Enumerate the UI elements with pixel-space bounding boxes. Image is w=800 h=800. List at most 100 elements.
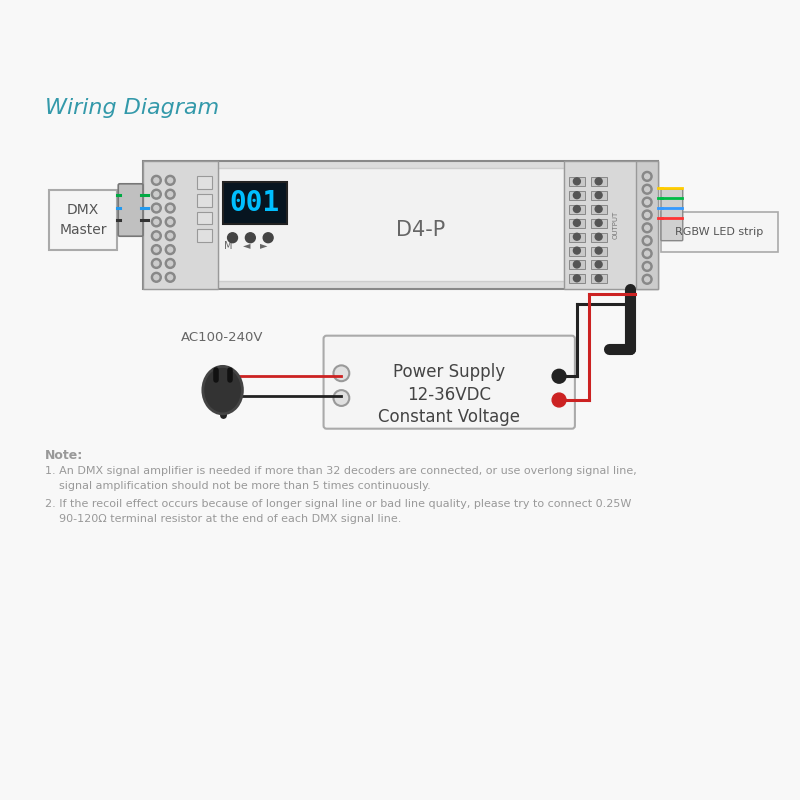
Circle shape bbox=[151, 230, 162, 241]
Ellipse shape bbox=[203, 366, 242, 414]
Circle shape bbox=[154, 275, 159, 280]
FancyBboxPatch shape bbox=[590, 246, 606, 255]
Circle shape bbox=[574, 275, 580, 282]
FancyBboxPatch shape bbox=[198, 211, 212, 224]
Circle shape bbox=[166, 258, 175, 268]
Circle shape bbox=[574, 247, 580, 254]
FancyBboxPatch shape bbox=[569, 205, 585, 214]
Circle shape bbox=[595, 178, 602, 185]
FancyBboxPatch shape bbox=[222, 182, 287, 224]
Circle shape bbox=[595, 247, 602, 254]
Circle shape bbox=[263, 233, 273, 242]
Circle shape bbox=[168, 206, 173, 210]
Circle shape bbox=[642, 171, 652, 182]
FancyBboxPatch shape bbox=[590, 205, 606, 214]
Circle shape bbox=[574, 219, 580, 226]
FancyBboxPatch shape bbox=[590, 219, 606, 228]
FancyBboxPatch shape bbox=[323, 336, 575, 429]
FancyBboxPatch shape bbox=[198, 230, 212, 242]
FancyBboxPatch shape bbox=[569, 178, 585, 186]
Circle shape bbox=[595, 234, 602, 240]
Circle shape bbox=[642, 262, 652, 271]
Circle shape bbox=[151, 258, 162, 268]
Circle shape bbox=[166, 217, 175, 227]
Circle shape bbox=[151, 175, 162, 186]
FancyBboxPatch shape bbox=[564, 161, 658, 289]
Circle shape bbox=[154, 219, 159, 224]
Text: OUTPUT: OUTPUT bbox=[613, 210, 618, 239]
Circle shape bbox=[574, 206, 580, 213]
Circle shape bbox=[645, 226, 650, 230]
Circle shape bbox=[151, 203, 162, 213]
Circle shape bbox=[574, 261, 580, 268]
FancyBboxPatch shape bbox=[569, 219, 585, 228]
Circle shape bbox=[154, 261, 159, 266]
FancyBboxPatch shape bbox=[198, 194, 212, 206]
Circle shape bbox=[595, 206, 602, 213]
Circle shape bbox=[595, 219, 602, 226]
Circle shape bbox=[645, 186, 650, 192]
Text: D4-P: D4-P bbox=[396, 220, 445, 240]
Circle shape bbox=[168, 234, 173, 238]
Circle shape bbox=[154, 178, 159, 183]
Circle shape bbox=[645, 238, 650, 243]
FancyBboxPatch shape bbox=[569, 191, 585, 200]
Circle shape bbox=[645, 200, 650, 205]
Text: Constant Voltage: Constant Voltage bbox=[378, 408, 520, 426]
Circle shape bbox=[246, 233, 255, 242]
FancyBboxPatch shape bbox=[198, 176, 212, 189]
FancyBboxPatch shape bbox=[143, 161, 658, 289]
Circle shape bbox=[574, 178, 580, 185]
Circle shape bbox=[645, 174, 650, 179]
Circle shape bbox=[552, 393, 566, 407]
Text: AC100-240V: AC100-240V bbox=[182, 330, 264, 344]
FancyBboxPatch shape bbox=[569, 261, 585, 270]
Text: 001: 001 bbox=[230, 189, 280, 217]
Circle shape bbox=[154, 247, 159, 252]
Text: 1. An DMX signal amplifier is needed if more than 32 decoders are connected, or : 1. An DMX signal amplifier is needed if … bbox=[45, 466, 636, 476]
Text: signal amplification should not be more than 5 times continuously.: signal amplification should not be more … bbox=[45, 481, 430, 491]
FancyBboxPatch shape bbox=[569, 274, 585, 283]
Text: 90-120Ω terminal resistor at the end of each DMX signal line.: 90-120Ω terminal resistor at the end of … bbox=[45, 514, 401, 524]
FancyBboxPatch shape bbox=[661, 212, 778, 251]
Circle shape bbox=[645, 277, 650, 282]
Circle shape bbox=[595, 261, 602, 268]
Circle shape bbox=[166, 203, 175, 213]
Circle shape bbox=[151, 217, 162, 227]
FancyBboxPatch shape bbox=[590, 261, 606, 270]
Circle shape bbox=[154, 234, 159, 238]
FancyBboxPatch shape bbox=[590, 233, 606, 242]
FancyBboxPatch shape bbox=[661, 190, 682, 241]
Circle shape bbox=[645, 251, 650, 256]
Circle shape bbox=[227, 233, 238, 242]
Circle shape bbox=[168, 275, 173, 280]
Circle shape bbox=[642, 236, 652, 246]
Text: 2. If the recoil effect occurs because of longer signal line or bad line quality: 2. If the recoil effect occurs because o… bbox=[45, 499, 631, 509]
Circle shape bbox=[166, 230, 175, 241]
Circle shape bbox=[151, 190, 162, 199]
Circle shape bbox=[166, 245, 175, 254]
FancyBboxPatch shape bbox=[218, 169, 564, 282]
Circle shape bbox=[574, 192, 580, 198]
Circle shape bbox=[552, 370, 566, 383]
FancyBboxPatch shape bbox=[590, 274, 606, 283]
Text: 12-36VDC: 12-36VDC bbox=[407, 386, 491, 404]
FancyBboxPatch shape bbox=[50, 190, 117, 250]
Text: ◄: ◄ bbox=[242, 241, 250, 250]
Circle shape bbox=[154, 206, 159, 210]
Circle shape bbox=[574, 234, 580, 240]
FancyBboxPatch shape bbox=[590, 191, 606, 200]
Circle shape bbox=[168, 219, 173, 224]
Circle shape bbox=[334, 390, 350, 406]
FancyBboxPatch shape bbox=[590, 178, 606, 186]
Circle shape bbox=[151, 272, 162, 282]
Circle shape bbox=[642, 249, 652, 258]
Circle shape bbox=[154, 192, 159, 197]
Text: Power Supply: Power Supply bbox=[393, 363, 506, 382]
Circle shape bbox=[168, 192, 173, 197]
FancyBboxPatch shape bbox=[143, 162, 658, 170]
Circle shape bbox=[645, 264, 650, 269]
Circle shape bbox=[642, 274, 652, 284]
Text: Note:: Note: bbox=[45, 450, 82, 462]
Circle shape bbox=[168, 261, 173, 266]
